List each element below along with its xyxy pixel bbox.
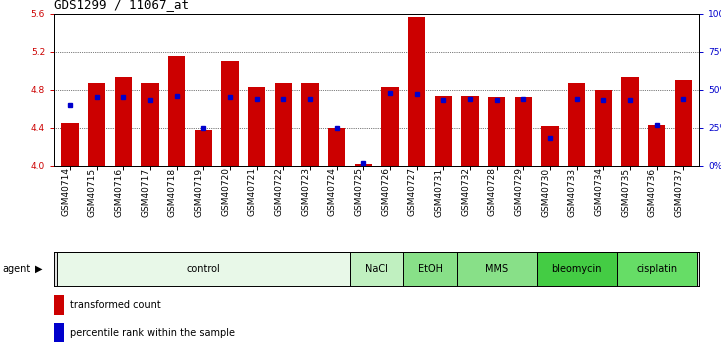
Text: GSM40728: GSM40728: [487, 167, 497, 216]
Bar: [541, 126, 559, 166]
Text: GSM40736: GSM40736: [647, 167, 657, 217]
Bar: [648, 125, 665, 166]
Bar: [408, 17, 425, 166]
Text: GSM40725: GSM40725: [355, 167, 363, 216]
Text: GSM40735: GSM40735: [621, 167, 630, 217]
Text: GSM40737: GSM40737: [674, 167, 684, 217]
Text: MMS: MMS: [485, 264, 508, 274]
Bar: [461, 96, 479, 166]
Text: GSM40718: GSM40718: [168, 167, 177, 217]
Text: NaCl: NaCl: [366, 264, 388, 274]
Text: GSM40717: GSM40717: [141, 167, 150, 217]
Bar: [195, 130, 212, 166]
Text: percentile rank within the sample: percentile rank within the sample: [70, 328, 235, 338]
Bar: [54, 323, 63, 342]
Text: agent: agent: [2, 264, 30, 274]
Bar: [456, 252, 536, 286]
Text: GSM40714: GSM40714: [61, 167, 70, 216]
Bar: [595, 90, 612, 166]
Text: GSM40729: GSM40729: [514, 167, 523, 216]
Bar: [61, 123, 79, 166]
Text: bleomycin: bleomycin: [552, 264, 602, 274]
Bar: [57, 252, 350, 286]
Bar: [622, 77, 639, 166]
Text: GSM40727: GSM40727: [407, 167, 417, 216]
Bar: [115, 77, 132, 166]
Bar: [355, 164, 372, 166]
Bar: [381, 87, 399, 166]
Text: control: control: [187, 264, 221, 274]
Text: GSM40732: GSM40732: [461, 167, 470, 216]
Bar: [141, 83, 159, 166]
Bar: [536, 252, 616, 286]
Text: GDS1299 / 11067_at: GDS1299 / 11067_at: [54, 0, 189, 11]
Text: GSM40721: GSM40721: [248, 167, 257, 216]
Text: cisplatin: cisplatin: [636, 264, 677, 274]
Bar: [248, 87, 265, 166]
Bar: [350, 252, 403, 286]
Text: GSM40724: GSM40724: [328, 167, 337, 216]
Bar: [88, 83, 105, 166]
Text: transformed count: transformed count: [70, 300, 161, 310]
Bar: [568, 83, 585, 166]
Text: GSM40720: GSM40720: [221, 167, 230, 216]
Text: GSM40731: GSM40731: [434, 167, 443, 217]
Text: GSM40733: GSM40733: [567, 167, 577, 217]
Text: GSM40716: GSM40716: [115, 167, 123, 217]
Text: GSM40726: GSM40726: [381, 167, 390, 216]
Bar: [328, 128, 345, 166]
Bar: [675, 80, 692, 166]
Text: GSM40715: GSM40715: [88, 167, 97, 217]
Bar: [168, 57, 185, 166]
Bar: [54, 295, 63, 315]
Text: GSM40719: GSM40719: [195, 167, 203, 217]
Text: EtOH: EtOH: [417, 264, 443, 274]
Bar: [488, 97, 505, 166]
Bar: [515, 97, 532, 166]
Text: GSM40722: GSM40722: [275, 167, 283, 216]
Bar: [275, 83, 292, 166]
Text: GSM40723: GSM40723: [301, 167, 310, 216]
Bar: [616, 252, 696, 286]
Text: ▶: ▶: [35, 264, 42, 274]
Bar: [221, 61, 239, 166]
Text: GSM40730: GSM40730: [541, 167, 550, 217]
Bar: [301, 83, 319, 166]
Bar: [435, 96, 452, 166]
Text: GSM40734: GSM40734: [594, 167, 603, 216]
Bar: [403, 252, 456, 286]
